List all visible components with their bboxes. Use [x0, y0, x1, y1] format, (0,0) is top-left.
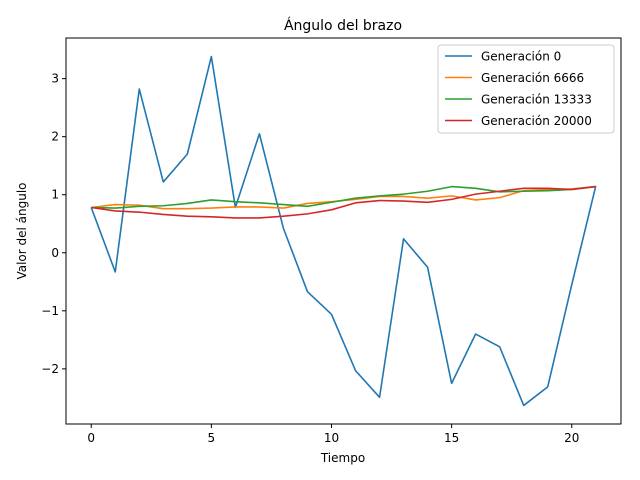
y-tick-label: 0 [51, 246, 59, 260]
x-tick-label: 5 [208, 431, 216, 445]
x-tick-label: 10 [324, 431, 339, 445]
plot-frame [65, 37, 622, 425]
series-line-0 [90, 55, 597, 407]
ticks-layer: 0 5 10 15 20 −2 −1 0 1 2 3 [41, 72, 579, 445]
legend-label-2: Generación 13333 [481, 93, 592, 107]
legend: Generación 0 Generación 6666 Generación 13… [437, 44, 615, 134]
series-layer [90, 55, 597, 407]
series-line-3 [91, 185, 596, 219]
legend-box [437, 44, 615, 134]
x-tick-label: 0 [87, 431, 95, 445]
series-line-2 [91, 185, 596, 209]
x-tick-label: 20 [564, 431, 579, 445]
x-tick-label: 15 [444, 431, 459, 445]
y-tick-label: −2 [41, 362, 59, 376]
y-tick-label: 2 [51, 130, 59, 144]
legend-label-3: Generación 20000 [481, 114, 592, 128]
y-tick-label: 3 [51, 72, 59, 86]
y-axis-label: Valor del ángulo [15, 182, 29, 279]
y-tick-label: −1 [41, 304, 59, 318]
x-axis-label: Tiempo [320, 451, 365, 465]
y-tick-label: 1 [51, 188, 59, 202]
legend-label-1: Generación 6666 [481, 71, 584, 85]
chart-title: Ángulo del brazo [284, 17, 402, 34]
legend-label-0: Generación 0 [481, 50, 561, 64]
